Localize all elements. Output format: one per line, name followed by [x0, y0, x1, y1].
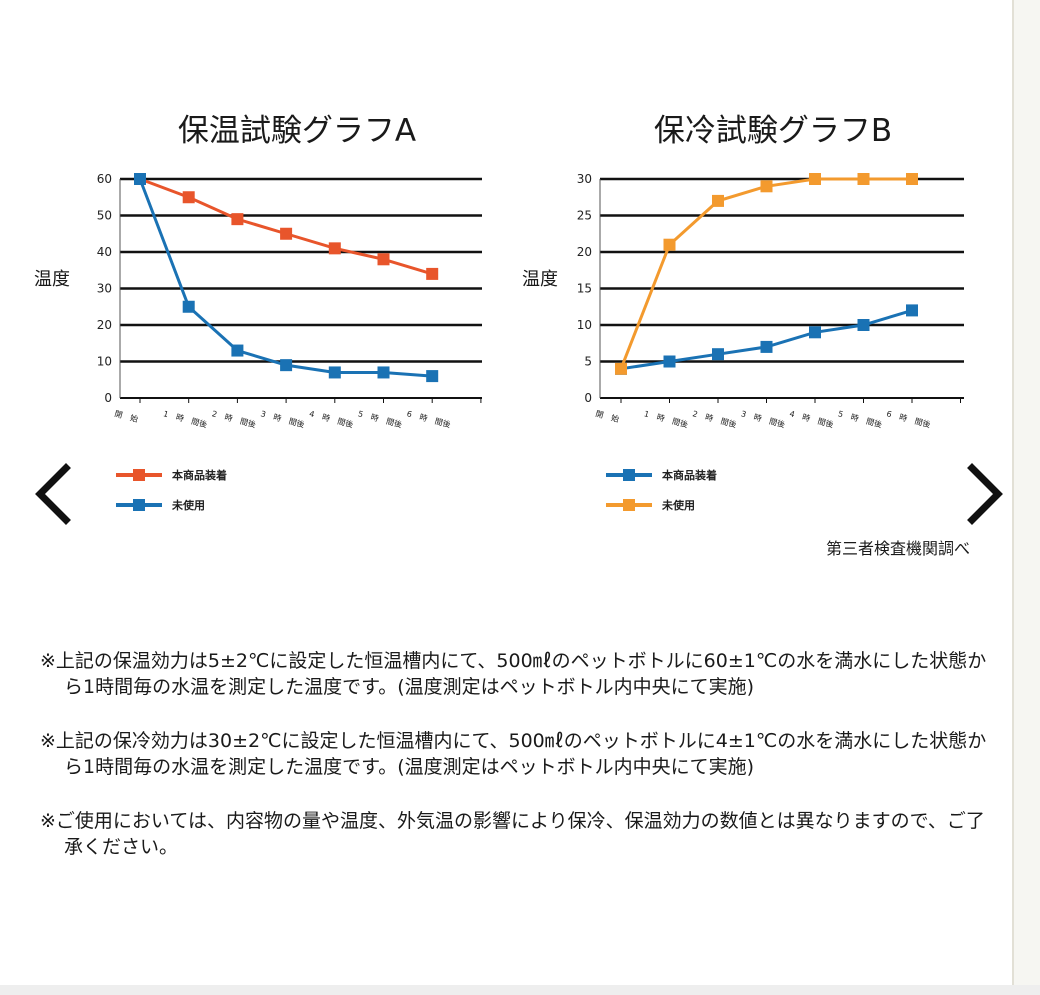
- legend-label: 未使用: [661, 498, 695, 512]
- y-tick-label: 5: [584, 355, 592, 369]
- data-point: [615, 362, 627, 375]
- x-tick-label: 2 時 間後: [691, 408, 737, 429]
- x-tick-label: 4 時 間後: [788, 408, 834, 429]
- x-tick-label: 6 時 間後: [885, 408, 931, 429]
- y-axis-label: 温度: [34, 269, 70, 290]
- data-point: [712, 194, 724, 207]
- y-tick-label: 30: [97, 282, 112, 296]
- data-point: [857, 173, 870, 185]
- data-point: [134, 173, 146, 185]
- y-tick-label: 20: [97, 318, 112, 332]
- data-point: [663, 355, 676, 368]
- data-point: [182, 191, 195, 204]
- note-heat: ※上記の保温効力は5±2℃に設定した恒温槽内にて、500㎖のペットボトルに60±…: [40, 650, 987, 698]
- chart-b: 保冷試験グラフB 温度 0 5 10 15 20 25 30 開 始 1 時 間後 2 時 間後 3 時…: [522, 113, 964, 512]
- data-point: [906, 304, 918, 317]
- y-tick-label: 30: [577, 172, 592, 186]
- data-point: [328, 242, 341, 255]
- data-point: [328, 366, 341, 379]
- y-tick-label: 50: [97, 209, 112, 223]
- chevron-left-icon[interactable]: [30, 462, 76, 526]
- x-tick-label: 3 時 間後: [260, 408, 306, 429]
- data-point: [857, 319, 870, 331]
- legend-swatch-marker: [623, 499, 635, 511]
- data-point: [280, 227, 293, 240]
- data-point: [426, 370, 439, 383]
- x-tick-label: 4 時 間後: [308, 408, 354, 429]
- x-tick-label: 開 始: [113, 408, 139, 424]
- x-tick-label: 開 始: [594, 408, 620, 424]
- notes-block: ※上記の保温効力は5±2℃に設定した恒温槽内にて、500㎖のペットボトルに60±…: [40, 648, 1000, 888]
- x-tick-label: 5 時 間後: [357, 408, 403, 429]
- data-point: [809, 326, 821, 339]
- data-point: [663, 238, 676, 251]
- chart-a: 保温試験グラフA 温度 0 10 20 30 40 50 60 開 始 1 時 間後 2 時 間後 3 …: [34, 113, 482, 512]
- x-tick-label: 6 時 間後: [406, 408, 452, 429]
- chart-title: 保温試験グラフA: [178, 113, 416, 149]
- y-tick-label: 40: [97, 245, 112, 259]
- legend-swatch-marker: [133, 499, 145, 511]
- chevron-right-icon[interactable]: [962, 462, 1008, 526]
- y-tick-label: 20: [577, 245, 592, 259]
- series-line: [138, 178, 433, 378]
- x-tick-label: 2 時 間後: [211, 408, 257, 429]
- data-point: [377, 253, 390, 266]
- note-disclaimer: ※ご使用においては、内容物の量や温度、外気温の影響により保冷、保温効力の数値とは…: [40, 810, 985, 858]
- data-point: [760, 180, 773, 193]
- source-note: 第三者検査機関調べ: [825, 539, 970, 558]
- legend-label: 本商品装着: [662, 468, 717, 482]
- y-tick-label: 10: [577, 318, 592, 332]
- data-point: [231, 213, 244, 226]
- y-tick-label: 0: [584, 391, 592, 405]
- data-point: [809, 173, 821, 185]
- x-tick-label: 5 時 間後: [837, 408, 883, 429]
- legend-label: 未使用: [171, 498, 205, 512]
- bottom-strip: [0, 985, 1040, 995]
- data-point: [426, 267, 439, 280]
- data-point: [182, 300, 195, 313]
- data-point: [280, 359, 293, 372]
- note-cold: ※上記の保冷効力は30±2℃に設定した恒温槽内にて、500㎖のペットボトルに4±…: [40, 730, 987, 778]
- x-tick-label: 1 時 間後: [162, 408, 208, 429]
- data-point: [712, 348, 724, 361]
- y-tick-label: 60: [97, 172, 112, 186]
- legend-swatch-marker: [133, 469, 145, 481]
- data-point: [906, 173, 918, 185]
- data-point: [231, 344, 244, 357]
- x-tick-label: 1 時 間後: [643, 408, 689, 429]
- data-point: [377, 366, 390, 379]
- x-tick-label: 3 時 間後: [740, 408, 786, 429]
- y-tick-label: 25: [577, 209, 592, 223]
- y-tick-label: 0: [104, 391, 112, 405]
- legend-swatch-marker: [623, 469, 635, 481]
- chart-title: 保冷試験グラフB: [654, 113, 892, 149]
- series-line: [619, 177, 912, 370]
- y-axis-label: 温度: [522, 269, 558, 290]
- legend-label: 本商品装着: [172, 468, 227, 482]
- data-point: [760, 340, 773, 353]
- y-tick-label: 15: [577, 282, 592, 296]
- y-tick-label: 10: [97, 355, 112, 369]
- page-edge: [1012, 0, 1040, 995]
